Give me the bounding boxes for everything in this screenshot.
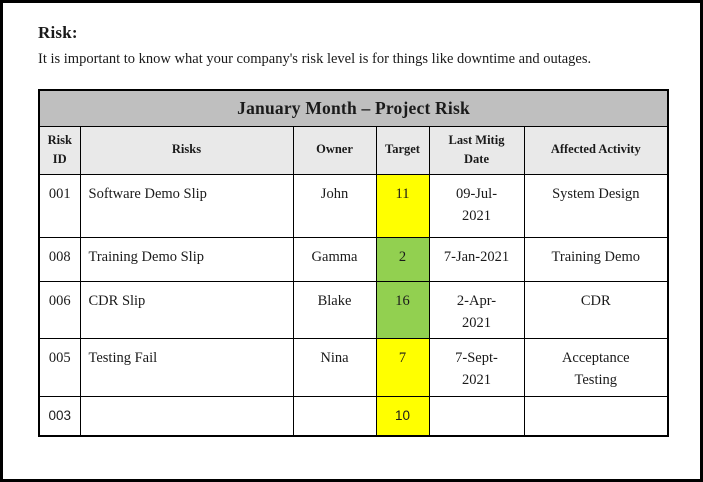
cell-target: 10: [375, 395, 430, 437]
table-row: 005 Testing Fail Nina 7 7-Sept- 2021 Acc…: [38, 337, 669, 397]
project-risk-table: January Month – Project Risk Risk ID Ris…: [38, 89, 670, 437]
cell-owner: Blake: [292, 280, 377, 339]
cell-risk-id: 005: [38, 337, 81, 397]
cell-last-mitig-date: 09-Jul- 2021: [428, 173, 525, 238]
cell-risk-id: 006: [38, 280, 81, 339]
cell-risk-id: 003: [38, 395, 81, 437]
cell-risk-id: 008: [38, 236, 81, 282]
cell-risk-id: 001: [38, 173, 81, 238]
column-header-owner: Owner: [292, 125, 377, 175]
cell-affected-activity: Training Demo: [523, 236, 669, 282]
table-row: 006 CDR Slip Blake 16 2-Apr- 2021 CDR: [38, 280, 669, 339]
table-row: 001 Software Demo Slip John 11 09-Jul- 2…: [38, 173, 669, 238]
cell-last-mitig-date: 7-Sept- 2021: [428, 337, 525, 397]
cell-affected-activity: CDR: [523, 280, 669, 339]
table-row: 008 Training Demo Slip Gamma 2 7-Jan-202…: [38, 236, 669, 282]
column-header-target: Target: [375, 125, 430, 175]
cell-owner: John: [292, 173, 377, 238]
table-row: 003 10: [38, 395, 669, 437]
cell-risk: [79, 395, 294, 437]
cell-target: 16: [375, 280, 430, 339]
cell-target: 11: [375, 173, 430, 238]
cell-risk: Testing Fail: [79, 337, 294, 397]
cell-risk: Software Demo Slip: [79, 173, 294, 238]
table-title: January Month – Project Risk: [38, 89, 669, 127]
cell-affected-activity: System Design: [523, 173, 669, 238]
cell-target: 7: [375, 337, 430, 397]
cell-affected-activity: Acceptance Testing: [523, 337, 669, 397]
column-header-risk-id: Risk ID: [38, 125, 81, 175]
column-header-affected-activity: Affected Activity: [523, 125, 669, 175]
table-header-row: Risk ID Risks Owner Target Last Mitig Da…: [38, 125, 669, 175]
cell-owner: [292, 395, 377, 437]
cell-affected-activity: [523, 395, 669, 437]
cell-last-mitig-date: 7-Jan-2021: [428, 236, 525, 282]
cell-risk: CDR Slip: [79, 280, 294, 339]
intro-paragraph: It is important to know what your compan…: [38, 51, 592, 67]
cell-last-mitig-date: [428, 395, 525, 437]
cell-last-mitig-date: 2-Apr- 2021: [428, 280, 525, 339]
column-header-last-mitig-date: Last Mitig Date: [428, 125, 525, 175]
cell-risk: Training Demo Slip: [79, 236, 294, 282]
column-header-risks: Risks: [79, 125, 294, 175]
risk-heading: Risk:: [38, 23, 78, 42]
table-title-row: January Month – Project Risk: [38, 89, 669, 127]
cell-owner: Gamma: [292, 236, 377, 282]
cell-target: 2: [375, 236, 430, 282]
cell-owner: Nina: [292, 337, 377, 397]
